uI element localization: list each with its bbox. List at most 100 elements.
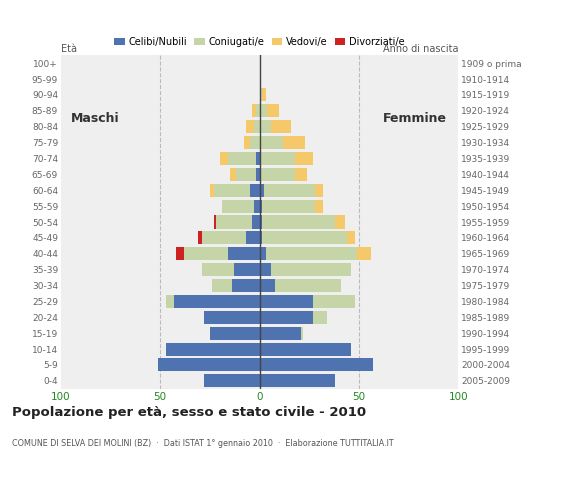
Bar [357,247,371,260]
Bar [252,104,260,117]
Bar [260,104,267,117]
Bar [253,120,260,133]
Legend: Celibi/Nubili, Coniugati/e, Vedovi/e, Divorziati/e: Celibi/Nubili, Coniugati/e, Vedovi/e, Di… [113,35,407,49]
Bar [230,168,260,181]
Bar [234,263,260,276]
Bar [212,279,260,292]
Bar [262,231,347,244]
Bar [260,216,262,228]
Bar [202,263,260,276]
Text: COMUNE DI SELVA DEI MOLINI (BZ)  ·  Dati ISTAT 1° gennaio 2010  ·  Elaborazione : COMUNE DI SELVA DEI MOLINI (BZ) · Dati I… [12,439,393,448]
Bar [253,200,260,213]
Bar [260,231,262,244]
Bar [295,168,307,181]
Bar [202,263,260,276]
Bar [214,216,260,228]
Bar [260,343,351,356]
Bar [315,184,323,197]
Bar [252,216,260,228]
Bar [202,231,260,244]
Bar [256,168,260,181]
Bar [260,168,295,181]
Bar [212,279,260,292]
Bar [347,231,355,244]
Bar [246,120,260,133]
Bar [184,247,260,260]
Bar [166,343,260,356]
Bar [271,263,351,276]
Bar [176,247,260,260]
Bar [315,200,323,213]
Bar [158,359,260,372]
Bar [210,327,260,340]
Bar [262,200,315,213]
Bar [313,295,355,308]
Bar [249,184,260,197]
Bar [260,327,301,340]
Bar [256,104,260,117]
Bar [204,374,260,387]
Bar [202,231,260,244]
Text: Popolazione per età, sesso e stato civile - 2010: Popolazione per età, sesso e stato civil… [12,406,366,419]
Bar [260,311,313,324]
Bar [235,168,260,181]
Bar [214,184,260,197]
Bar [246,231,260,244]
Bar [260,184,263,197]
Bar [256,152,260,165]
Bar [166,343,260,356]
Bar [295,152,313,165]
Bar [262,88,266,101]
Bar [260,263,271,276]
Bar [335,216,345,228]
Bar [222,200,260,213]
Bar [271,120,291,133]
Bar [210,184,260,197]
Bar [266,247,357,260]
Bar [166,343,260,356]
Bar [216,216,260,228]
Bar [204,311,260,324]
Bar [228,247,260,260]
Bar [166,295,260,308]
Text: Età: Età [61,44,77,54]
Bar [204,311,260,324]
Bar [260,200,262,213]
Bar [232,279,260,292]
Bar [260,247,266,260]
Bar [260,359,373,372]
Bar [260,120,271,133]
Bar [260,374,335,387]
Bar [204,311,260,324]
Text: Anno di nascita: Anno di nascita [383,44,458,54]
Text: Maschi: Maschi [71,112,119,125]
Bar [210,327,260,340]
Bar [284,136,305,149]
Bar [301,327,303,340]
Bar [204,374,260,387]
Bar [313,311,327,324]
Bar [262,216,335,228]
Bar [204,374,260,387]
Bar [228,152,260,165]
Text: Femmine: Femmine [383,112,447,125]
Bar [267,104,280,117]
Bar [260,88,262,101]
Bar [166,295,260,308]
Bar [220,152,260,165]
Bar [260,136,284,149]
Bar [210,327,260,340]
Bar [263,184,315,197]
Bar [174,295,260,308]
Bar [260,295,313,308]
Bar [158,359,260,372]
Bar [260,279,276,292]
Bar [216,216,260,228]
Bar [198,231,260,244]
Bar [249,136,260,149]
Bar [222,200,260,213]
Bar [276,279,341,292]
Bar [158,359,260,372]
Bar [260,152,295,165]
Bar [184,247,260,260]
